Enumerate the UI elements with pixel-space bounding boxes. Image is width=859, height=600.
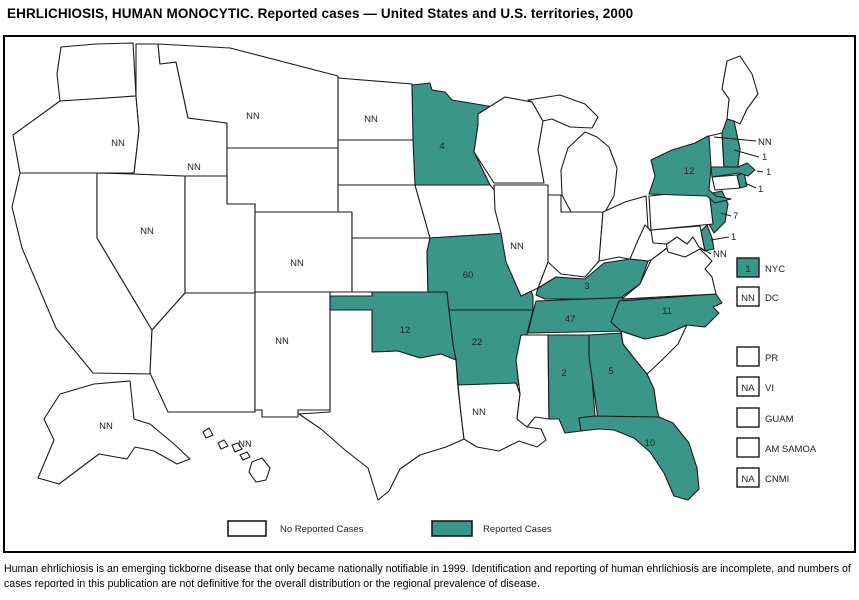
legend-swatch-no-cases — [227, 520, 267, 537]
callout-line-DE — [710, 236, 730, 241]
territory-value-NYC: 1 — [745, 264, 750, 275]
state-HI — [202, 427, 271, 483]
state-VA — [621, 247, 717, 300]
state-label-HI: NN — [238, 439, 252, 450]
territory-value-CNMI: NA — [741, 474, 755, 485]
state-label-AR: 22 — [472, 337, 483, 348]
state-NE — [337, 184, 431, 239]
territory-value-VI: NA — [741, 383, 755, 394]
state-NM — [254, 291, 331, 418]
territory-label-AMSAMOA: AM SAMOA — [765, 444, 817, 455]
state-label-NV: NN — [140, 226, 154, 237]
state-label-VT: NN — [758, 137, 772, 148]
territory-label-VI: VI — [765, 383, 774, 394]
state-WA — [56, 42, 137, 102]
legend-swatch-cases — [431, 520, 473, 537]
state-CT — [711, 174, 741, 191]
state-label-OK: 12 — [400, 325, 411, 336]
state-MT — [157, 43, 339, 149]
state-SD — [337, 139, 419, 186]
territory-label-GUAM: GUAM — [765, 414, 794, 425]
territory-label-NYC: NYC — [765, 264, 785, 275]
state-label-OR: NN — [111, 138, 125, 149]
territory-value-DC: NN — [741, 293, 755, 304]
state-NH — [721, 118, 741, 168]
state-label-MN: 4 — [439, 141, 444, 152]
territory-box-NYC — [736, 257, 760, 278]
state-FL — [578, 415, 700, 501]
territory-label-DC: DC — [765, 293, 779, 304]
callout-line-VT — [713, 136, 757, 142]
state-MD — [650, 225, 706, 252]
state-label-KY: 3 — [584, 281, 589, 292]
state-label-NH: 1 — [762, 152, 767, 163]
state-OR — [12, 95, 140, 174]
state-DE — [700, 224, 715, 252]
state-label-MA: 1 — [766, 167, 771, 178]
state-label-CO: NN — [290, 258, 304, 269]
legend-label-cases: Reported Cases — [483, 524, 552, 535]
state-WI — [473, 96, 545, 184]
state-label-NY: 12 — [684, 166, 695, 177]
callout-line-NH — [733, 149, 760, 158]
map-frame — [3, 35, 856, 553]
state-label-ND: NN — [364, 114, 378, 125]
state-label-MT: NN — [246, 111, 260, 122]
state-label-IL: NN — [510, 241, 524, 252]
state-WY — [226, 147, 339, 213]
state-label-AK: NN — [99, 421, 113, 432]
territory-box-GUAM — [736, 407, 760, 428]
state-label-LA: NN — [472, 407, 486, 418]
state-label-GA: 5 — [608, 366, 613, 377]
state-KS — [351, 237, 431, 293]
callout-line-RI — [744, 182, 757, 189]
legend-label-no-cases: No Reported Cases — [280, 524, 364, 535]
state-TX — [298, 309, 465, 501]
territory-box-CNMI — [736, 467, 760, 488]
state-NC — [610, 293, 723, 340]
state-label-NJ: 7 — [733, 211, 738, 222]
territory-label-PR: PR — [765, 353, 778, 364]
state-label-NM: NN — [275, 336, 289, 347]
state-label-ID: NN — [187, 162, 201, 173]
territory-box-VI — [736, 376, 760, 397]
state-label-FL: 10 — [645, 438, 656, 449]
state-AK — [37, 380, 191, 485]
state-label-DE: 1 — [731, 232, 736, 243]
territory-label-CNMI: CNMI — [765, 474, 789, 485]
state-ME — [721, 55, 759, 125]
callout-line-NJ — [720, 212, 732, 217]
state-MS — [515, 334, 550, 428]
callout-line-MD — [700, 247, 712, 255]
state-label-MO: 60 — [463, 270, 474, 281]
state-MA — [710, 162, 756, 178]
callout-line-MA — [756, 170, 764, 173]
territory-box-DC — [736, 286, 760, 307]
footnote-text: Human ehrlichiosis is an emerging tickbo… — [4, 563, 851, 590]
state-label-NC: 11 — [662, 306, 672, 317]
state-label-AL: 2 — [561, 368, 566, 379]
territory-box-PR — [736, 346, 760, 367]
state-CO — [254, 211, 353, 293]
state-ND — [337, 77, 415, 141]
territory-box-AMSAMOA — [736, 437, 760, 458]
state-label-MD: NN — [713, 249, 727, 260]
state-label-RI: 1 — [758, 184, 763, 195]
state-label-TN: 47 — [565, 314, 576, 325]
figure-title: EHRLICHIOSIS, HUMAN MONOCYTIC. Reported … — [7, 6, 634, 21]
